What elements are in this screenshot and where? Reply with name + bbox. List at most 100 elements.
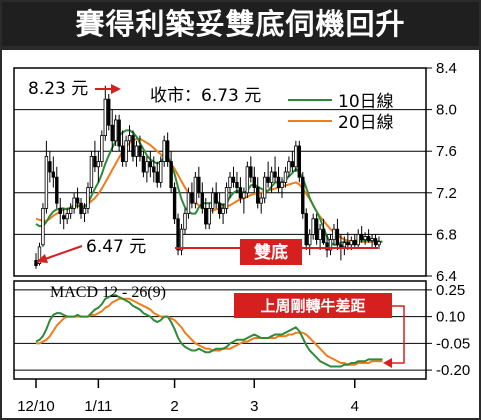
- candle-body: [159, 161, 163, 183]
- xtick-label: 1/11: [84, 398, 112, 415]
- candle-body: [127, 135, 132, 142]
- candle-body: [301, 176, 305, 214]
- price-ytick-label: 7.2: [436, 185, 457, 202]
- candles: [34, 85, 381, 269]
- low-price-label: 6.47 元: [86, 237, 146, 257]
- candle-body: [339, 244, 343, 248]
- candle-body: [370, 238, 374, 242]
- candle-body: [294, 145, 298, 168]
- candle-body: [172, 187, 177, 220]
- candle-body: [190, 192, 194, 204]
- candle-body: [308, 233, 312, 246]
- candle-body: [103, 98, 107, 136]
- candle-body: [238, 187, 243, 199]
- xtick-label: 3: [250, 398, 258, 415]
- candle-body: [72, 197, 76, 209]
- candle-body: [214, 192, 218, 204]
- candle-body: [349, 240, 353, 246]
- panel-gap: [14, 276, 426, 281]
- candle-body: [141, 155, 146, 173]
- candle-body: [373, 238, 378, 246]
- price-ytick-label: 6.4: [436, 268, 457, 285]
- candle-body: [249, 166, 253, 178]
- candle-body: [44, 155, 49, 209]
- low-arrow-head: [36, 254, 48, 263]
- candle-body: [311, 218, 315, 235]
- top-margin: [14, 50, 426, 68]
- candle-body: [269, 171, 274, 183]
- candle-body: [162, 140, 166, 163]
- candle-body: [256, 187, 260, 204]
- macd-panel-border: [13, 280, 427, 380]
- candle-body: [359, 233, 364, 240]
- price-ytick-label: 8.4: [436, 60, 457, 77]
- candle-body: [120, 145, 125, 163]
- candle-body: [169, 161, 173, 189]
- candle-body: [176, 218, 180, 251]
- candle-body: [86, 187, 90, 209]
- axes: 8.4 8.0 7.6 7.2 6.8 6.40.25 0.10 -0.05 -0.20 12/1…: [17, 60, 470, 415]
- candle-body: [89, 155, 94, 188]
- price-panel-border: [13, 67, 427, 277]
- candle-body: [276, 176, 281, 188]
- macd-ytick-label: 0.25: [436, 282, 465, 299]
- double-bottom-label: 雙底: [254, 242, 288, 263]
- candle-body: [152, 166, 156, 173]
- candle-body: [363, 236, 367, 240]
- candle-body: [100, 135, 104, 163]
- candle-body: [107, 98, 111, 126]
- candle-body: [37, 246, 42, 264]
- macd-ytick-label: -0.05: [436, 335, 470, 352]
- candle-body: [200, 192, 205, 209]
- candle-body: [332, 228, 336, 240]
- candle-body: [245, 166, 250, 194]
- candle-body: [290, 161, 295, 168]
- candle-body: [235, 181, 239, 188]
- candle-body: [186, 192, 191, 215]
- candle-body: [377, 241, 381, 246]
- candle-body: [210, 192, 215, 209]
- candle-body: [55, 176, 59, 204]
- candle-body: [335, 228, 340, 246]
- macd-line: [35, 294, 383, 368]
- candle-body: [328, 239, 333, 251]
- chart-title: 賽得利築妥雙底伺機回升: [2, 2, 479, 46]
- xaxis-strip: [2, 379, 426, 418]
- macd-signal-line: [36, 297, 383, 366]
- candle-body: [204, 207, 208, 225]
- macd-note-badge: [234, 293, 392, 318]
- candle-body: [325, 242, 329, 251]
- candle-body: [224, 187, 229, 209]
- candle-body: [207, 207, 211, 225]
- candle-body: [75, 197, 80, 204]
- candle-body: [346, 242, 350, 246]
- candle-body: [131, 135, 135, 157]
- candle-body: [183, 213, 187, 230]
- macd-note-bracket: [391, 305, 405, 364]
- legend-ma20-label: 20日線: [338, 113, 394, 133]
- candle-body: [252, 176, 256, 188]
- left-margin: [2, 50, 14, 379]
- candle-body: [287, 161, 291, 173]
- candle-body: [96, 161, 101, 168]
- double-bottom-badge: [240, 239, 302, 265]
- xtick-label: 12/10: [17, 398, 55, 415]
- candle-body: [321, 228, 326, 244]
- candle-body: [318, 228, 322, 240]
- candle-body: [228, 176, 232, 188]
- candle-body: [155, 171, 159, 183]
- candle-body: [165, 140, 170, 163]
- candle-body: [356, 233, 360, 246]
- candle-body: [48, 161, 52, 173]
- candle-body: [34, 259, 38, 266]
- candle-body: [231, 176, 236, 183]
- candle-body: [217, 202, 222, 214]
- close-price-label: 收市：6.73 元: [150, 86, 261, 106]
- candle-body: [273, 171, 277, 178]
- candle-body: [353, 240, 357, 246]
- candle-body: [62, 215, 66, 220]
- macd-note-label: 上周剛轉牛差距: [260, 297, 365, 315]
- candle-body: [193, 176, 198, 204]
- candle-body: [65, 213, 69, 220]
